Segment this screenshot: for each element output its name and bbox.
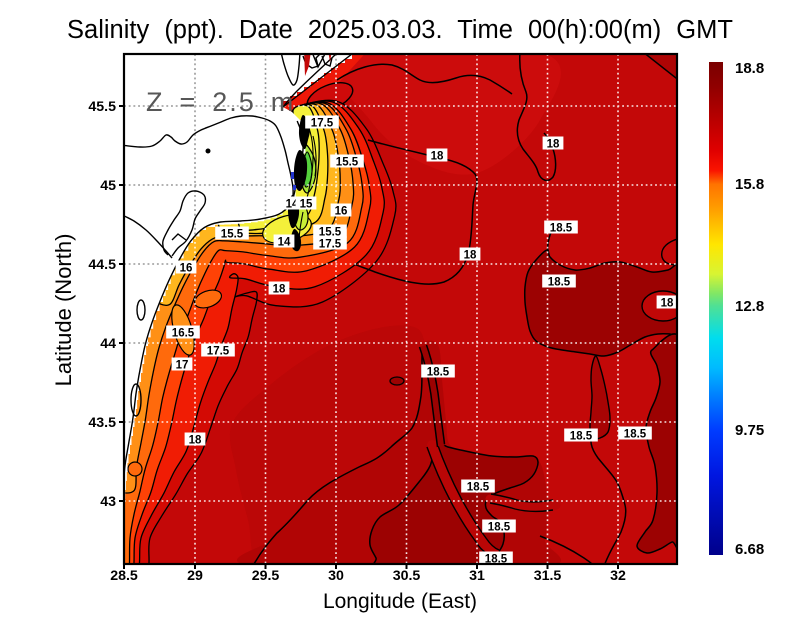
svg-text:18.5: 18.5	[550, 223, 573, 235]
svg-text:43: 43	[100, 494, 116, 510]
svg-text:31.5: 31.5	[534, 568, 562, 584]
svg-text:Longitude (East): Longitude (East)	[323, 590, 477, 613]
svg-text:44.5: 44.5	[88, 257, 116, 273]
svg-text:18: 18	[464, 250, 477, 262]
svg-text:Z = 2.5 m: Z = 2.5 m	[146, 87, 295, 117]
svg-text:43.5: 43.5	[88, 415, 116, 431]
svg-text:12.8: 12.8	[735, 298, 764, 315]
svg-text:17: 17	[176, 360, 189, 372]
svg-text:45.5: 45.5	[88, 99, 116, 115]
svg-text:44: 44	[100, 336, 116, 352]
svg-text:15.8: 15.8	[735, 176, 764, 193]
svg-text:30: 30	[328, 568, 344, 584]
svg-text:18: 18	[189, 435, 202, 447]
svg-text:18: 18	[547, 139, 560, 151]
svg-text:Latitude (North): Latitude (North)	[51, 234, 76, 387]
svg-text:29.5: 29.5	[252, 568, 280, 584]
svg-text:29: 29	[187, 568, 203, 584]
svg-text:16: 16	[180, 263, 193, 275]
svg-text:18.5: 18.5	[548, 277, 571, 289]
svg-text:18.8: 18.8	[735, 60, 764, 77]
svg-text:18: 18	[431, 151, 444, 163]
svg-text:15: 15	[300, 199, 313, 211]
svg-text:16.5: 16.5	[172, 328, 195, 340]
svg-text:18.5: 18.5	[427, 367, 450, 379]
svg-text:17.5: 17.5	[207, 346, 230, 358]
svg-text:28.5: 28.5	[110, 568, 138, 584]
svg-text:15.5: 15.5	[336, 157, 359, 169]
svg-text:30.5: 30.5	[393, 568, 421, 584]
svg-text:18: 18	[273, 284, 286, 296]
svg-text:17.5: 17.5	[311, 118, 334, 130]
svg-text:15.5: 15.5	[319, 227, 342, 239]
svg-text:18.5: 18.5	[488, 522, 511, 534]
svg-text:18.5: 18.5	[485, 554, 508, 566]
svg-text:18.5: 18.5	[467, 482, 490, 494]
svg-text:Salinity (ppt). Date 2025.03.0: Salinity (ppt). Date 2025.03.03. Time 00…	[67, 16, 733, 44]
svg-text:32: 32	[610, 568, 626, 584]
svg-text:16: 16	[335, 206, 348, 218]
svg-text:17.5: 17.5	[319, 239, 342, 251]
svg-text:18.5: 18.5	[570, 431, 593, 443]
svg-text:9.75: 9.75	[735, 422, 764, 439]
svg-text:18: 18	[661, 298, 674, 310]
svg-text:45: 45	[100, 178, 116, 194]
svg-text:6.68: 6.68	[735, 541, 764, 558]
svg-text:14: 14	[278, 237, 291, 249]
svg-text:31: 31	[469, 568, 485, 584]
svg-text:18.5: 18.5	[624, 429, 647, 441]
svg-text:15.5: 15.5	[221, 229, 244, 241]
